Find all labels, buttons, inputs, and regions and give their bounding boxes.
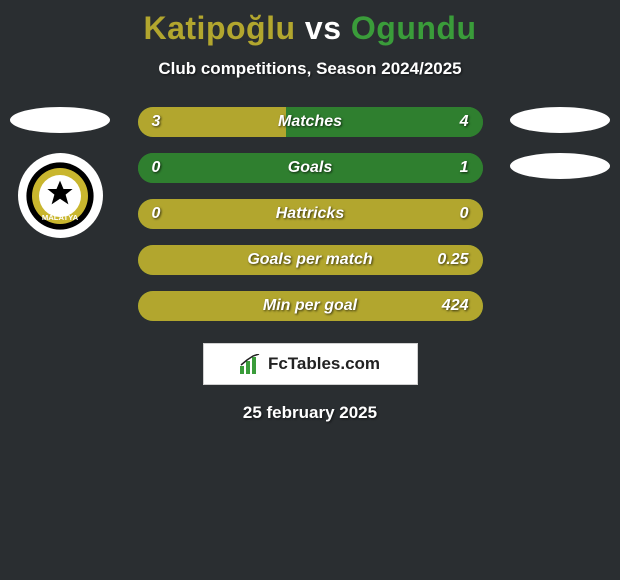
stat-value-right: 4 [423,113,483,131]
stat-row: 3Matches4 [138,107,483,137]
stat-value-left: 3 [138,113,198,131]
stat-row: Min per goal424 [138,291,483,321]
page-title: Katipoğlu vs Ogundu [0,0,620,47]
stat-value-right: 424 [423,297,483,315]
title-player2: Ogundu [351,10,477,46]
footer-date: 25 february 2025 [0,403,620,423]
player1-club-badge: MALATYA [18,153,103,238]
stat-label: Min per goal [198,297,423,315]
stat-row: 0Hattricks0 [138,199,483,229]
stat-label: Goals per match [198,251,423,269]
stat-value-right: 1 [423,159,483,177]
malatya-badge-icon: MALATYA [25,161,95,231]
stat-label: Hattricks [198,205,423,223]
svg-text:MALATYA: MALATYA [42,212,79,221]
stat-value-right: 0 [423,205,483,223]
fctables-logo: FcTables.com [203,343,418,385]
stat-row: Goals per match0.25 [138,245,483,275]
title-vs: vs [305,10,342,46]
player1-avatar-placeholder [10,107,110,133]
stat-label: Goals [198,159,423,177]
subtitle: Club competitions, Season 2024/2025 [0,59,620,79]
stat-rows: 3Matches40Goals10Hattricks0Goals per mat… [138,107,483,321]
stat-value-right: 0.25 [423,251,483,269]
stat-label: Matches [198,113,423,131]
player2-club-badge-placeholder [510,153,610,179]
stat-row: 0Goals1 [138,153,483,183]
bar-chart-icon [240,354,262,374]
title-player1: Katipoğlu [143,10,295,46]
footer-brand-text: FcTables.com [268,354,380,374]
player2-avatar-placeholder [510,107,610,133]
comparison-container: MALATYA 3Matches40Goals10Hattricks0Goals… [0,107,620,321]
stat-value-left: 0 [138,205,198,223]
left-player-column: MALATYA [0,107,120,238]
right-player-column [500,107,620,179]
stat-value-left: 0 [138,159,198,177]
